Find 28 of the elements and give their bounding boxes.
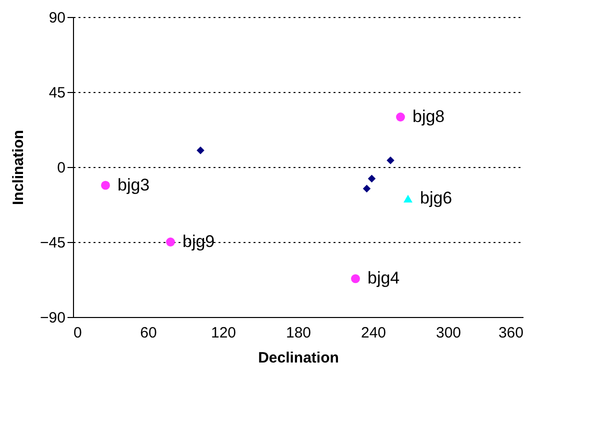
point (368, 174, 376, 183)
point (166, 238, 175, 246)
point (101, 180, 110, 190)
y-tick-label: 0 (57, 160, 66, 176)
x-tick-label: 240 (360, 324, 386, 342)
x-tick-label: 60 (140, 324, 157, 342)
y-tick-label: 45 (48, 84, 66, 102)
point (404, 194, 412, 203)
annotation: bjg9 (182, 232, 215, 251)
y-axis-title: Inclination (10, 130, 28, 205)
y-tick-label: −45 (40, 234, 66, 252)
annotation: bjg8 (412, 107, 445, 126)
y-tick-label: 90 (48, 10, 66, 26)
point (351, 274, 360, 284)
y-tick-label: −90 (40, 310, 66, 326)
point (196, 146, 204, 154)
annotation: bjg6 (420, 188, 452, 208)
point (396, 112, 405, 122)
point (362, 184, 371, 193)
point (386, 156, 394, 164)
x-tick-label: 180 (286, 324, 312, 342)
x-tick-label: 360 (498, 324, 524, 342)
x-axis-title: Declination (258, 350, 339, 366)
annotation: bjg3 (118, 175, 150, 194)
x-tick-label: 0 (74, 324, 82, 342)
x-tick-label: 120 (210, 324, 236, 342)
x-tick-label: 300 (436, 324, 462, 342)
annotation: bjg4 (368, 268, 400, 288)
